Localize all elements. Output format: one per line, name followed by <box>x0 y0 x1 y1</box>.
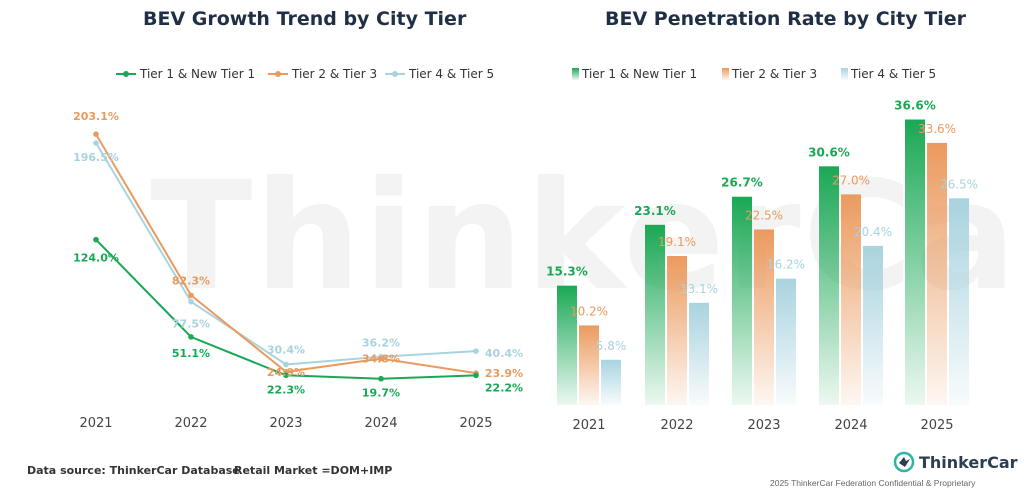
data-label: 124.0% <box>73 252 119 265</box>
data-point <box>188 334 194 340</box>
series-line <box>95 133 477 375</box>
data-label: 77.5% <box>172 318 210 331</box>
data-label: 23.1% <box>634 204 676 218</box>
legend-swatch <box>841 68 848 80</box>
legend-swatch <box>572 68 579 80</box>
data-label: 15.3% <box>546 265 588 279</box>
x-tick-label: 2024 <box>364 416 397 431</box>
line-chart-title: BEV Growth Trend by City Tier <box>143 8 467 30</box>
data-label: 23.9% <box>485 367 523 380</box>
data-label: 19.7% <box>362 387 400 400</box>
x-tick-label: 2022 <box>660 418 693 433</box>
x-tick-label: 2022 <box>174 416 207 431</box>
bar <box>557 285 577 405</box>
data-label: 36.2% <box>362 337 400 350</box>
data-label: 27.0% <box>832 173 870 187</box>
data-point <box>188 298 194 305</box>
legend-swatch <box>722 68 729 80</box>
legend-dot-marker <box>123 71 129 77</box>
data-point <box>93 131 99 137</box>
data-label: 203.1% <box>73 110 119 123</box>
bar <box>732 196 752 405</box>
data-label: 34.8% <box>362 353 400 366</box>
data-label: 82.3% <box>172 274 210 287</box>
data-point <box>93 236 99 243</box>
bar <box>601 359 621 405</box>
data-label: 36.6% <box>894 99 936 113</box>
data-label: 40.4% <box>485 347 523 360</box>
data-label: 20.4% <box>854 225 892 239</box>
x-tick-label: 2023 <box>269 416 302 431</box>
series-line <box>95 142 477 366</box>
legend-label: Tier 1 & New Tier 1 <box>581 67 697 81</box>
data-label: 10.2% <box>570 304 608 318</box>
legend-label: Tier 2 & Tier 3 <box>731 67 817 81</box>
retail-market-note: Retail Market =DOM+IMP <box>234 464 393 477</box>
data-label: 5.8% <box>596 339 627 353</box>
data-source-note: Data source: ThinkerCar Database <box>27 464 240 477</box>
x-tick-label: 2021 <box>79 416 112 431</box>
copyright-note: 2025 ThinkerCar Federation Confidential … <box>770 478 976 488</box>
bar-chart: 15.3% 10.2% 5.8% 2021 23.1% 19.1% 13.1% 2022 26.… <box>546 99 978 433</box>
thinkercar-logo-icon <box>893 451 915 473</box>
data-point <box>93 140 99 146</box>
data-label: 13.1% <box>680 282 718 296</box>
bar <box>841 194 861 405</box>
data-label: 26.7% <box>721 176 763 190</box>
data-point <box>188 292 194 299</box>
legend-label: Tier 4 & Tier 5 <box>850 67 936 81</box>
x-tick-label: 2024 <box>834 418 867 433</box>
line-chart: 124.0% 51.1% 22.3% 19.7% 22.2% 203.1% 82.3% 24.… <box>73 110 523 431</box>
bar <box>927 142 947 406</box>
bar <box>819 166 839 405</box>
data-label: 30.4% <box>267 343 305 356</box>
data-label: 16.2% <box>767 258 805 272</box>
bar <box>754 229 774 405</box>
bar <box>949 198 969 405</box>
data-point <box>473 372 479 379</box>
data-label: 51.1% <box>172 347 210 360</box>
line-chart-legend: Tier 1 & New Tier 1 Tier 2 & Tier 3 Tier 4… <box>116 67 494 81</box>
bar-chart-title: BEV Penetration Rate by City Tier <box>605 8 966 30</box>
legend-label: Tier 2 & Tier 3 <box>291 67 377 81</box>
data-label: 19.1% <box>658 235 696 249</box>
bar <box>776 278 796 405</box>
data-point <box>378 355 384 362</box>
data-label: 22.2% <box>485 381 523 394</box>
bar <box>689 302 709 405</box>
legend-dot-marker <box>392 71 398 77</box>
data-label: 33.6% <box>918 122 956 136</box>
data-label: 24.9% <box>267 366 305 379</box>
x-tick-label: 2021 <box>572 418 605 433</box>
brand-logo: ThinkerCar <box>893 451 1018 473</box>
x-tick-label: 2025 <box>459 416 492 431</box>
data-label: 22.5% <box>745 209 783 223</box>
legend-label: Tier 1 & New Tier 1 <box>139 67 255 81</box>
data-label: 26.5% <box>940 177 978 191</box>
brand-name: ThinkerCar <box>919 452 1018 472</box>
legend-dot-marker <box>275 71 281 77</box>
data-label: 22.3% <box>267 383 305 396</box>
data-point <box>283 372 289 379</box>
data-point <box>378 375 384 382</box>
data-label: 30.6% <box>808 145 850 159</box>
legend-label: Tier 4 & Tier 5 <box>408 67 494 81</box>
bar <box>579 325 599 405</box>
bar <box>863 245 883 405</box>
bar <box>905 119 925 406</box>
x-tick-label: 2025 <box>920 418 953 433</box>
bar <box>667 256 687 405</box>
data-point <box>473 348 479 354</box>
x-tick-label: 2023 <box>747 418 780 433</box>
data-point <box>283 361 289 368</box>
bar-chart-legend: Tier 1 & New Tier 1 Tier 2 & Tier 3 Tier 4… <box>572 67 936 81</box>
series-line <box>95 238 477 380</box>
data-label: 196.5% <box>73 151 119 164</box>
bar <box>645 224 665 405</box>
